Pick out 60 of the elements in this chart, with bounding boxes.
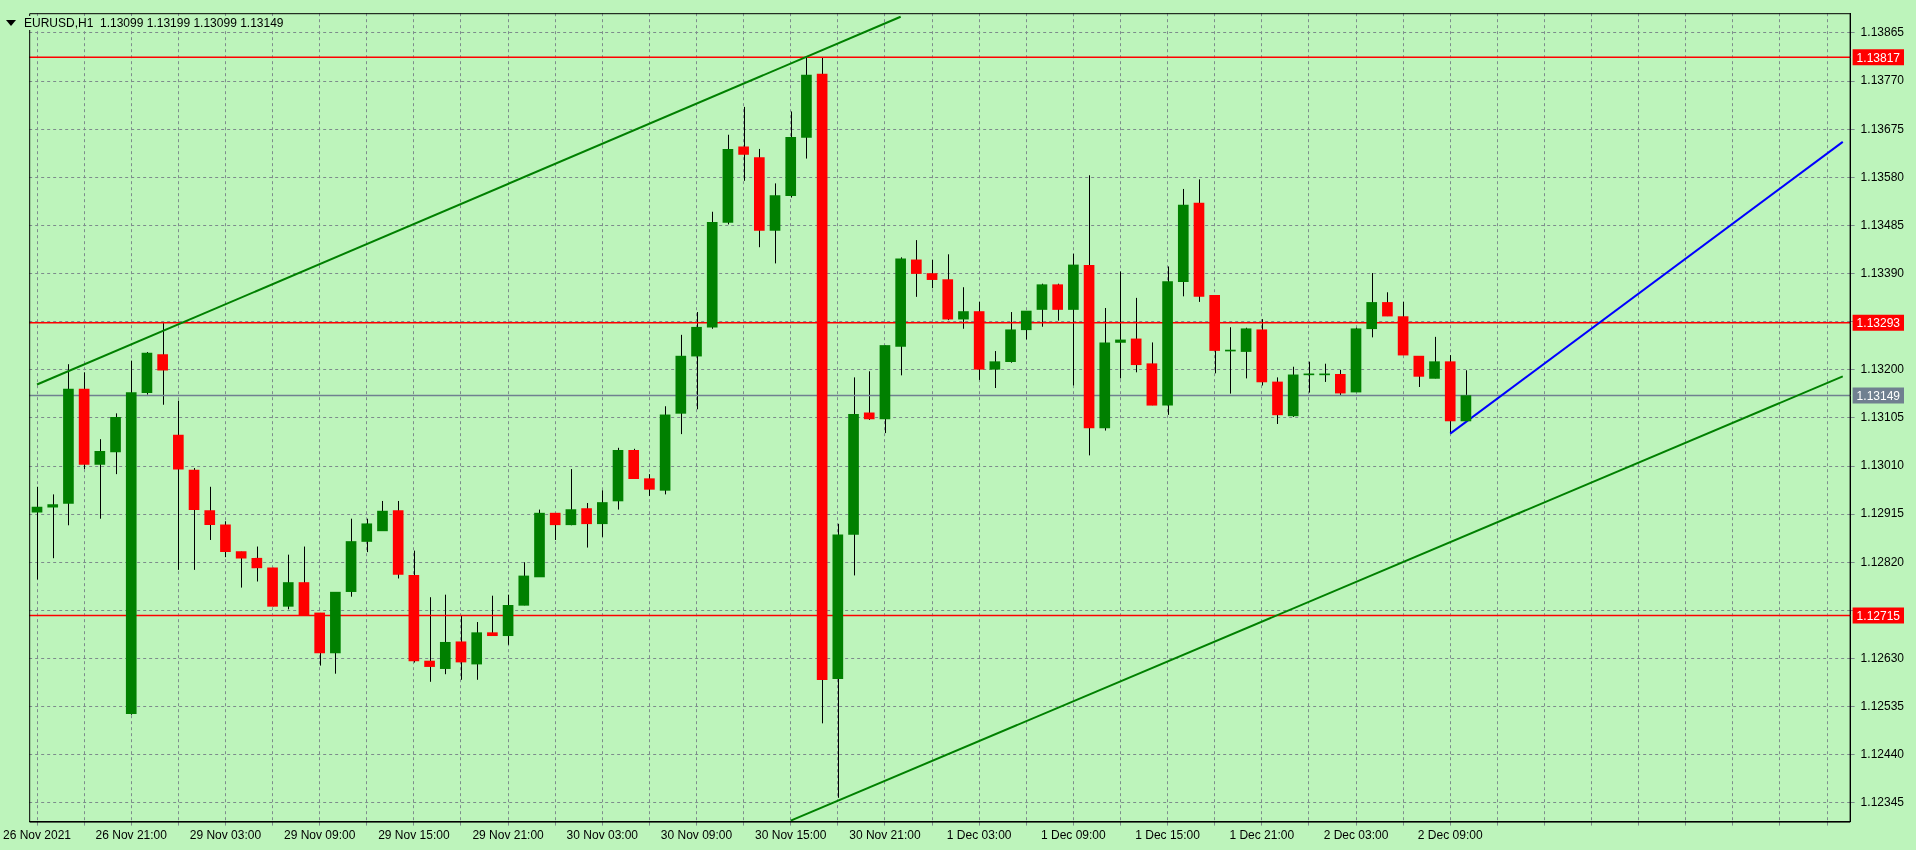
candlestick: [1240, 327, 1252, 379]
y-tick-label: 1.13865: [1860, 25, 1905, 40]
candlestick: [235, 551, 247, 589]
x-tick-label: 29 Nov 15:00: [378, 828, 450, 843]
candlestick: [1115, 271, 1126, 379]
ref-line-label: 1.13149: [1856, 388, 1901, 403]
y-tick-label: 1.12345: [1860, 795, 1905, 810]
y-tick-label: 1.12440: [1860, 747, 1905, 762]
y-tick-label: 1.13390: [1860, 265, 1905, 280]
x-tick-label: 1 Dec 09:00: [1041, 828, 1107, 843]
candlestick: [863, 370, 875, 421]
candlestick: [47, 493, 59, 559]
candlestick: [738, 106, 749, 182]
y-tick-label: 1.13105: [1860, 410, 1905, 425]
candlestick: [644, 473, 655, 497]
candlestick: [1020, 310, 1032, 340]
y-tick-label: 1.13675: [1860, 121, 1905, 136]
x-tick-label: 1 Dec 21:00: [1229, 828, 1295, 843]
y-tick-label: 1.13580: [1860, 169, 1905, 184]
ref-line-label: 1.12715: [1856, 608, 1901, 623]
x-tick-label: 30 Nov 09:00: [660, 828, 733, 843]
candlestick: [926, 259, 938, 289]
y-tick-label: 1.12915: [1860, 506, 1905, 521]
x-tick-label: 2 Dec 03:00: [1323, 828, 1389, 843]
y-tick-label: 1.12535: [1860, 698, 1905, 713]
x-tick-label: 26 Nov 2021: [2, 828, 72, 843]
x-tick-label: 30 Nov 15:00: [755, 828, 827, 843]
candlestick: [911, 239, 922, 298]
x-tick-label: 29 Nov 09:00: [283, 828, 356, 843]
x-tick-label: 29 Nov 21:00: [472, 828, 545, 843]
ref-line-label: 1.13293: [1856, 315, 1901, 330]
y-tick-label: 1.13770: [1860, 73, 1905, 88]
y-tick-label: 1.13010: [1860, 458, 1905, 473]
x-tick-label: 30 Nov 03:00: [566, 828, 639, 843]
candlestick: [251, 546, 263, 583]
ref-line-label: 1.13817: [1856, 50, 1901, 65]
y-tick-label: 1.12630: [1860, 650, 1905, 665]
candlestick: [1429, 336, 1440, 379]
x-tick-label: 26 Nov 21:00: [95, 828, 168, 843]
candlestick: [549, 512, 561, 541]
candlestick: [1334, 369, 1346, 396]
candlestick: [596, 489, 608, 538]
chart-title: EURUSD,H1 1.13099 1.13199 1.13099 1.13149: [22, 16, 286, 31]
candlestick: [581, 502, 592, 549]
candlestick: [204, 486, 216, 541]
x-tick-label: 29 Nov 03:00: [189, 828, 262, 843]
x-tick-label: 30 Nov 21:00: [849, 828, 921, 843]
candlestick: [1413, 355, 1425, 388]
candlestick: [361, 518, 373, 553]
x-tick-label: 1 Dec 03:00: [946, 828, 1012, 843]
y-tick-label: 1.12820: [1860, 554, 1905, 569]
y-tick-label: 1.13200: [1860, 362, 1905, 377]
candlestick: [958, 286, 969, 330]
y-tick-label: 1.13485: [1860, 217, 1905, 232]
candlestick: [94, 438, 106, 520]
candlestick: [989, 350, 1001, 389]
candlestick: [565, 468, 577, 526]
x-tick-label: 2 Dec 09:00: [1417, 828, 1483, 843]
x-tick-label: 1 Dec 15:00: [1135, 828, 1201, 843]
candlestick: [377, 500, 388, 532]
